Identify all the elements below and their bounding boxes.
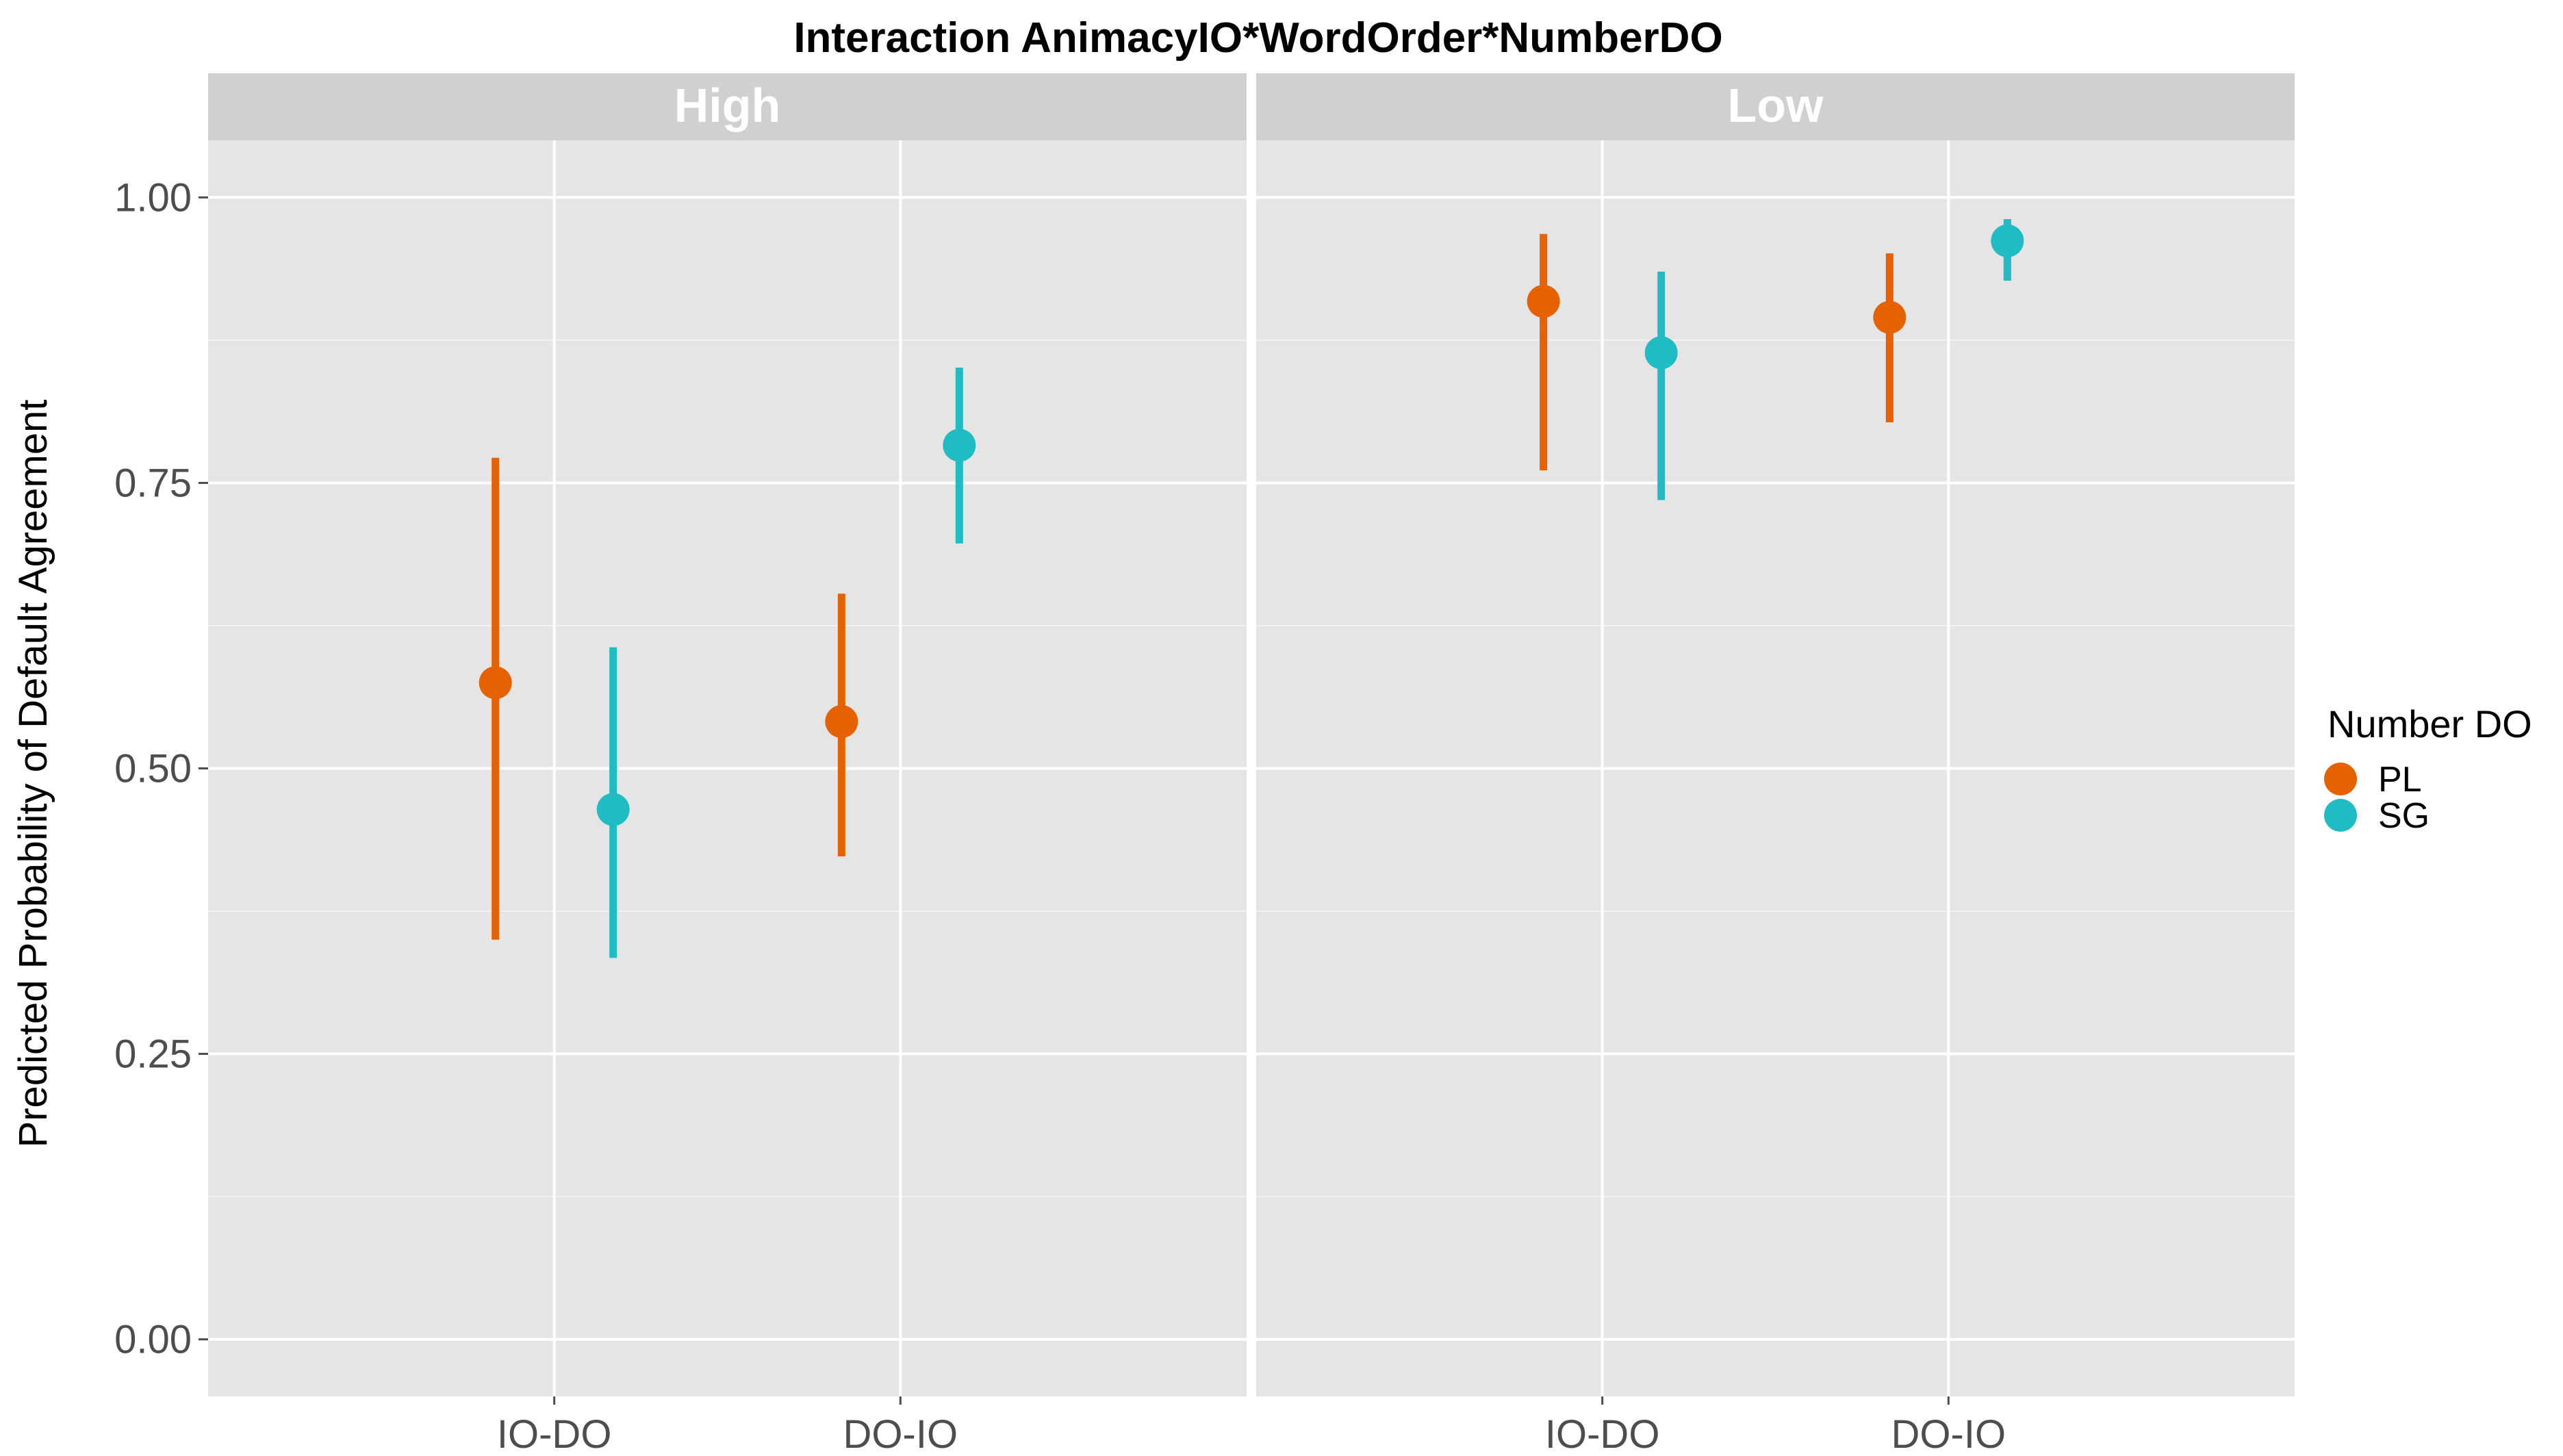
- y-axis-title: Predicted Probability of Default Agreeme…: [11, 400, 55, 1148]
- x-tick-label: DO-IO: [843, 1412, 958, 1456]
- data-point: [479, 666, 512, 700]
- data-point: [1527, 285, 1560, 318]
- facet-panel-low: Low: [1256, 73, 2295, 1396]
- facet-strip-label: Low: [1728, 79, 1824, 132]
- series-sg: [596, 367, 976, 958]
- y-tick-label: 0.25: [114, 1032, 192, 1077]
- y-tick-label: 0.00: [114, 1318, 192, 1362]
- facet-panels: High Low: [208, 73, 2295, 1396]
- data-point: [1991, 224, 2024, 257]
- facet-strip-label: High: [674, 79, 781, 132]
- x-tick-label: DO-IO: [1891, 1412, 2006, 1456]
- series-pl: [1527, 233, 1907, 471]
- y-axis: Predicted Probability of Default Agreeme…: [11, 175, 208, 1362]
- facet-strip: [208, 73, 1247, 140]
- chart-title: Interaction AnimacyIO*WordOrder*NumberDO: [793, 14, 1722, 62]
- series-sg: [1644, 219, 2024, 500]
- facet-panel-high: High: [208, 73, 1247, 1396]
- data-point: [1644, 336, 1678, 370]
- facet-strip: [1256, 73, 2295, 140]
- x-tick-group: IO-DO DO-IO IO-DO DO-IO: [497, 1396, 2006, 1456]
- y-tick-label: 1.00: [114, 175, 192, 220]
- y-tick-label: 0.75: [114, 461, 192, 505]
- data-point: [596, 793, 630, 826]
- legend-label: SG: [2378, 796, 2430, 836]
- x-tick-label: IO-DO: [497, 1412, 612, 1456]
- legend-label: PL: [2378, 760, 2422, 800]
- y-tick-group: 0.00 0.25 0.50 0.75 1.00: [114, 175, 208, 1362]
- legend-key-pl: [2324, 763, 2357, 795]
- legend-title: Number DO: [2328, 702, 2532, 745]
- data-point: [943, 429, 976, 462]
- y-tick-label: 0.50: [114, 747, 192, 791]
- x-tick-label: IO-DO: [1545, 1412, 1660, 1456]
- data-point: [1873, 301, 1907, 334]
- legend-key-sg: [2324, 799, 2357, 832]
- data-point: [825, 705, 858, 739]
- series-pl: [479, 457, 858, 940]
